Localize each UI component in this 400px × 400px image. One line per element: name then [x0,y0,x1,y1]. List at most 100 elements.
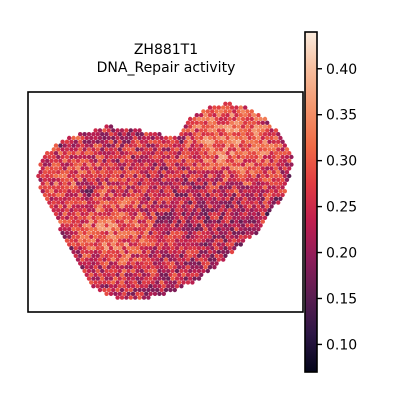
tissue-spot [190,151,195,156]
tissue-spot [62,234,67,239]
tissue-spot [137,204,142,209]
tissue-spot [192,124,197,129]
tissue-spot [188,147,193,152]
tissue-spot [229,105,235,110]
tissue-spot [95,170,101,175]
tissue-spot [174,162,180,167]
tissue-spot [58,211,63,217]
tissue-spot [249,116,254,122]
tissue-spot [152,230,158,236]
tissue-spot [254,200,259,205]
tissue-spot [95,162,101,167]
tissue-spot [113,192,118,198]
tissue-spot [232,177,237,182]
tissue-spot [216,173,221,179]
tissue-spot [122,185,127,190]
tissue-spot [163,196,169,201]
tissue-spot [229,120,235,126]
tissue-spot [91,185,96,190]
tissue-spot [80,196,85,201]
tissue-spot [104,185,109,190]
tissue-spot [172,280,177,285]
colorbar-tick-label: 0.35 [326,108,357,124]
tissue-spot [45,181,50,186]
tissue-spot [205,154,210,160]
tissue-spot [229,219,235,224]
tissue-spot [236,208,241,213]
tissue-spot [196,253,202,258]
tissue-spot [152,268,158,274]
tissue-spot [234,196,239,201]
tissue-spot [218,230,224,236]
tissue-spot [234,173,239,179]
tissue-spot [174,276,180,281]
tissue-spot [238,196,243,201]
tissue-spot [166,276,171,281]
tissue-spot [194,135,199,141]
tissue-spot [150,143,155,148]
tissue-spot [243,151,248,156]
tissue-spot [128,265,133,270]
tissue-spot [139,132,144,137]
tissue-spot [188,276,193,281]
tissue-spot [287,166,292,171]
tissue-spot [111,135,116,141]
tissue-spot [201,200,206,205]
tissue-spot [60,200,65,205]
tissue-spot [157,268,162,274]
tissue-spot [73,215,79,220]
tissue-spot [183,185,188,190]
tissue-spot [128,151,133,156]
tissue-spot [161,291,166,296]
tissue-spot [146,249,151,255]
tissue-spot [148,185,153,190]
tissue-spot [71,143,76,148]
tissue-spot [75,249,81,255]
tissue-spot [157,230,162,236]
tissue-spot [221,151,226,156]
tissue-spot [240,177,246,182]
tissue-spot [258,154,263,160]
tissue-spot [214,208,219,213]
tissue-spot [78,139,83,144]
tissue-spot [177,249,182,255]
tissue-spot [115,249,120,255]
tissue-spot [84,211,90,217]
tissue-spot [205,177,210,182]
tissue-spot [146,227,151,232]
tissue-spot [177,166,182,171]
tissue-spot [166,192,171,198]
tissue-spot [188,170,193,175]
tissue-spot [161,230,166,236]
tissue-spot [47,162,52,167]
tissue-spot [280,154,285,160]
tissue-spot [135,284,140,289]
tissue-spot [212,257,217,262]
tissue-spot [115,280,120,285]
tissue-spot [119,173,125,179]
tissue-spot [104,230,109,236]
tissue-spot [84,151,90,156]
tissue-spot [91,215,96,220]
tissue-spot [75,234,81,239]
tissue-spot [205,268,210,274]
tissue-spot [221,113,226,118]
tissue-spot [64,215,70,220]
tissue-spot [139,177,144,182]
tissue-spot [53,158,59,163]
tissue-spot [108,154,114,160]
tissue-spot [163,219,169,224]
tissue-spot [218,162,224,167]
tissue-spot [194,181,199,186]
tissue-spot [177,204,182,209]
tissue-spot [212,151,217,156]
tissue-spot [104,223,109,228]
tissue-spot [227,162,232,167]
tissue-spot [221,227,226,232]
tissue-spot [267,185,272,190]
tissue-spot [201,261,206,266]
tissue-spot [108,185,114,190]
tissue-spot [146,135,151,141]
tissue-spot [271,185,276,190]
tissue-spot [95,154,101,160]
